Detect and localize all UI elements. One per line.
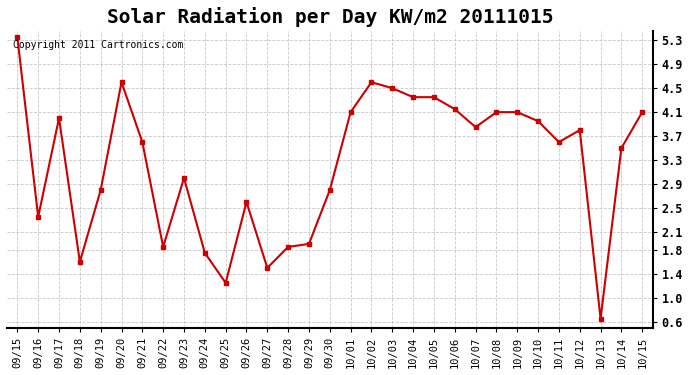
Text: Copyright 2011 Cartronics.com: Copyright 2011 Cartronics.com [13, 40, 184, 50]
Title: Solar Radiation per Day KW/m2 20111015: Solar Radiation per Day KW/m2 20111015 [106, 7, 553, 27]
